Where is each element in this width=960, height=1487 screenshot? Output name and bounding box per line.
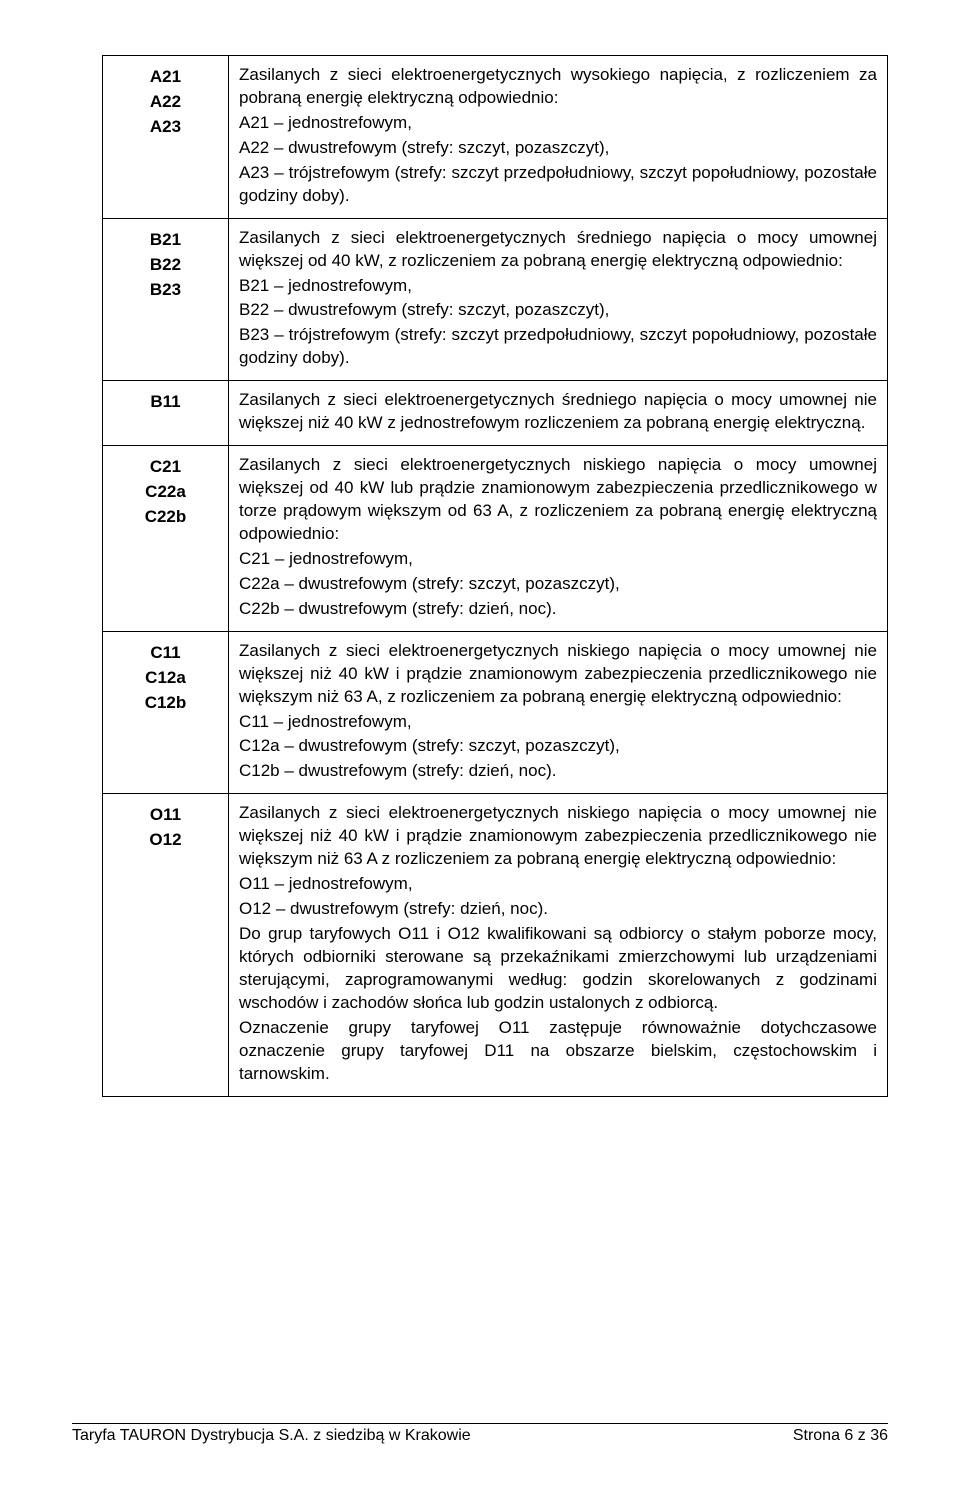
tariff-code: B21: [113, 229, 218, 252]
tariff-description-line: B23 – trójstrefowym (strefy: szczyt prze…: [239, 324, 877, 370]
tariff-codes-cell: C11C12aC12b: [103, 631, 229, 794]
tariff-description-cell: Zasilanych z sieci elektroenergetycznych…: [229, 631, 888, 794]
tariff-description-line: A22 – dwustrefowym (strefy: szczyt, poza…: [239, 137, 877, 160]
tariff-description-line: Zasilanych z sieci elektroenergetycznych…: [239, 802, 877, 871]
tariff-description-cell: Zasilanych z sieci elektroenergetycznych…: [229, 794, 888, 1096]
page: A21A22A23Zasilanych z sieci elektroenerg…: [0, 0, 960, 1487]
footer-left: Taryfa TAURON Dystrybucja S.A. z siedzib…: [72, 1427, 471, 1445]
tariff-code: O12: [113, 829, 218, 852]
tariff-description-line: Oznaczenie grupy taryfowej O11 zastępuje…: [239, 1017, 877, 1086]
tariff-codes-cell: B21B22B23: [103, 218, 229, 381]
tariff-description-line: C11 – jednostrefowym,: [239, 711, 877, 734]
tariff-description-line: Zasilanych z sieci elektroenergetycznych…: [239, 454, 877, 546]
tariff-codes-cell: A21A22A23: [103, 56, 229, 219]
tariff-description-line: O11 – jednostrefowym,: [239, 873, 877, 896]
tariff-description-line: Zasilanych z sieci elektroenergetycznych…: [239, 389, 877, 435]
tariff-table: A21A22A23Zasilanych z sieci elektroenerg…: [102, 55, 888, 1097]
tariff-code: A23: [113, 116, 218, 139]
tariff-description-line: Zasilanych z sieci elektroenergetycznych…: [239, 640, 877, 709]
table-row: A21A22A23Zasilanych z sieci elektroenerg…: [103, 56, 888, 219]
tariff-description-cell: Zasilanych z sieci elektroenergetycznych…: [229, 446, 888, 632]
tariff-description-cell: Zasilanych z sieci elektroenergetycznych…: [229, 381, 888, 446]
tariff-code: B22: [113, 254, 218, 277]
tariff-code: C12a: [113, 667, 218, 690]
tariff-code: C21: [113, 456, 218, 479]
tariff-code: C11: [113, 642, 218, 665]
tariff-description-line: C12b – dwustrefowym (strefy: dzień, noc)…: [239, 760, 877, 783]
table-row: C11C12aC12bZasilanych z sieci elektroene…: [103, 631, 888, 794]
tariff-description-line: C22a – dwustrefowym (strefy: szczyt, poz…: [239, 573, 877, 596]
table-row: B11 Zasilanych z sieci elektroenergetyczn…: [103, 381, 888, 446]
tariff-codes-cell: B11: [103, 381, 229, 446]
tariff-description-line: C22b – dwustrefowym (strefy: dzień, noc)…: [239, 598, 877, 621]
tariff-description-line: O12 – dwustrefowym (strefy: dzień, noc).: [239, 898, 877, 921]
page-footer: Taryfa TAURON Dystrybucja S.A. z siedzib…: [72, 1423, 888, 1445]
tariff-code: C22b: [113, 506, 218, 529]
tariff-code: A22: [113, 91, 218, 114]
tariff-description-line: Zasilanych z sieci elektroenergetycznych…: [239, 64, 877, 110]
tariff-codes-cell: O11O12: [103, 794, 229, 1096]
tariff-description-line: B22 – dwustrefowym (strefy: szczyt, poza…: [239, 299, 877, 322]
tariff-code: A21: [113, 66, 218, 89]
table-row: B21B22B23Zasilanych z sieci elektroenerg…: [103, 218, 888, 381]
footer-right: Strona 6 z 36: [793, 1427, 888, 1445]
tariff-description-line: Zasilanych z sieci elektroenergetycznych…: [239, 227, 877, 273]
footer-rule: [72, 1423, 888, 1424]
tariff-code: B11: [113, 391, 218, 414]
table-row: O11O12Zasilanych z sieci elektroenergety…: [103, 794, 888, 1096]
tariff-description-line: C21 – jednostrefowym,: [239, 548, 877, 571]
tariff-description-cell: Zasilanych z sieci elektroenergetycznych…: [229, 218, 888, 381]
tariff-description-cell: Zasilanych z sieci elektroenergetycznych…: [229, 56, 888, 219]
tariff-description-line: B21 – jednostrefowym,: [239, 275, 877, 298]
tariff-code: C12b: [113, 692, 218, 715]
tariff-codes-cell: C21C22aC22b: [103, 446, 229, 632]
tariff-description-line: Do grup taryfowych O11 i O12 kwalifikowa…: [239, 923, 877, 1015]
tariff-code: O11: [113, 804, 218, 827]
tariff-description-line: A21 – jednostrefowym,: [239, 112, 877, 135]
tariff-code: C22a: [113, 481, 218, 504]
tariff-code: B23: [113, 279, 218, 302]
tariff-description-line: C12a – dwustrefowym (strefy: szczyt, poz…: [239, 735, 877, 758]
table-row: C21C22aC22bZasilanych z sieci elektroene…: [103, 446, 888, 632]
tariff-description-line: A23 – trójstrefowym (strefy: szczyt prze…: [239, 162, 877, 208]
